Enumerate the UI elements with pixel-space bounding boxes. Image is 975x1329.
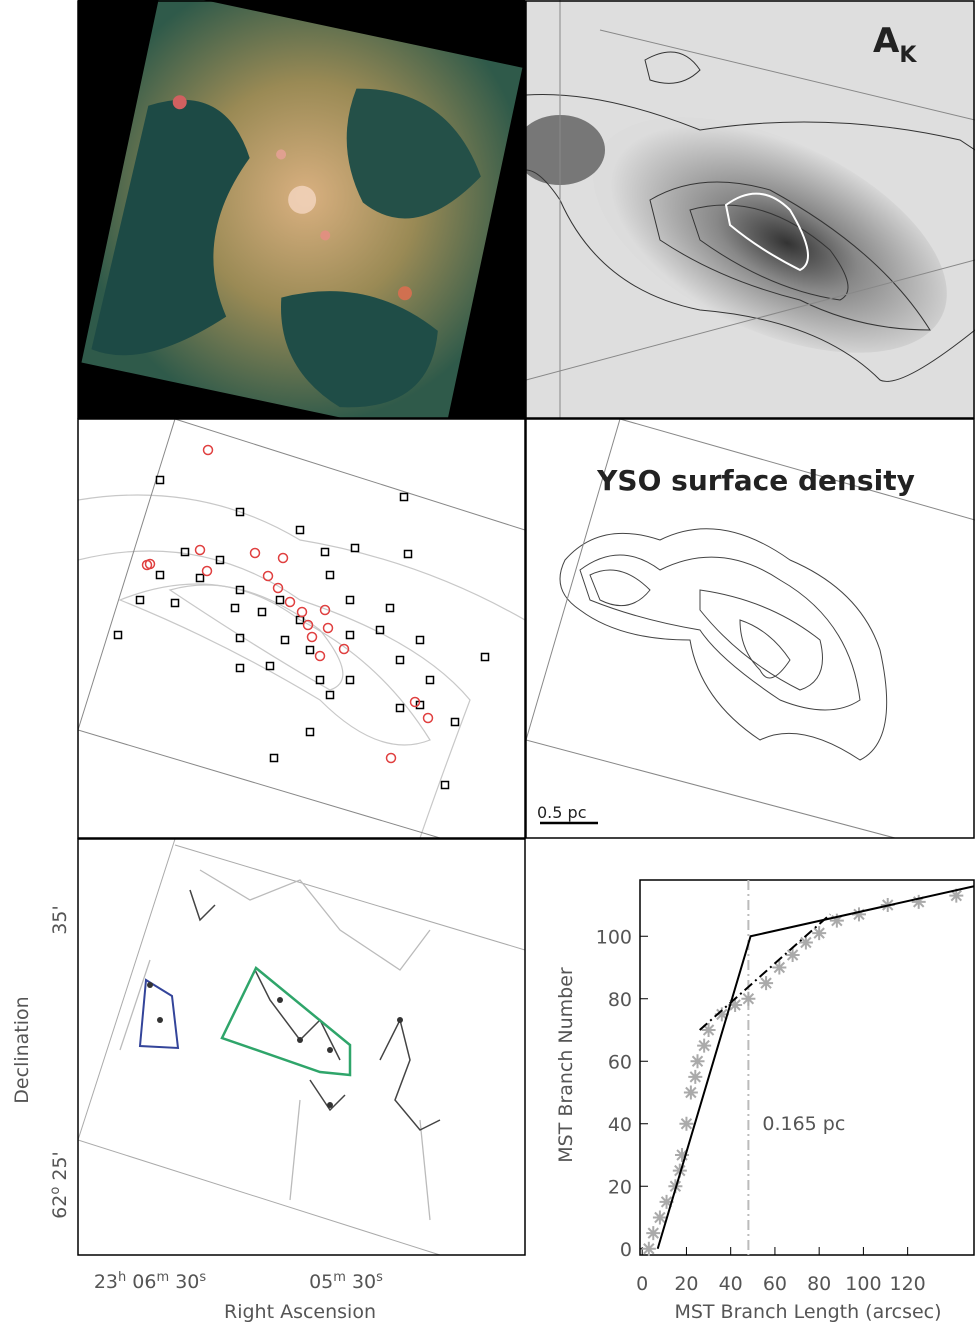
x-tick-label: 0	[636, 1273, 648, 1295]
star-point	[642, 1242, 656, 1256]
label-main: A	[873, 21, 900, 61]
star-point	[646, 1226, 660, 1240]
tick-base: 62	[49, 1195, 71, 1219]
tick-sup: o	[48, 1187, 63, 1195]
star-point	[786, 948, 800, 962]
label-sub: K	[899, 43, 917, 68]
star-point	[688, 1070, 702, 1084]
y-tick-label: 100	[596, 926, 632, 948]
x-tick-label: 100	[845, 1273, 881, 1295]
star-point	[691, 1054, 705, 1068]
tick-sup: m	[333, 1270, 346, 1285]
mst-chart: 0 20 40 60 80 100 120 0 20 40 60 80 100 MST Branch Le…	[555, 880, 974, 1323]
tick-base: 05	[309, 1271, 333, 1293]
tick-base: 35'	[49, 905, 71, 934]
star-point	[697, 1039, 711, 1053]
star-point	[799, 936, 813, 950]
tick-sup: h	[118, 1270, 126, 1285]
mst-map	[78, 839, 525, 1255]
x-axis-title: Right Ascension	[224, 1301, 376, 1323]
star-point	[852, 907, 866, 921]
star-point	[679, 1117, 693, 1131]
star-point	[684, 1086, 698, 1100]
tick-base: 06	[126, 1271, 156, 1293]
x-tick-label: 120	[890, 1273, 926, 1295]
x-axis-title: MST Branch Length (arcsec)	[674, 1301, 941, 1323]
tick-base: 23	[94, 1271, 118, 1293]
tick-base: 30	[346, 1271, 376, 1293]
y-tick-label: 60	[608, 1051, 632, 1073]
scale-bar-label: 0.5 pc	[537, 803, 586, 822]
y-tick-label: 40	[608, 1114, 632, 1136]
tick-base: 25'	[49, 1151, 71, 1186]
tick-label: 05m 30s	[309, 1270, 383, 1294]
tick-sup: m	[156, 1270, 169, 1285]
y-axis-title: MST Branch Number	[555, 967, 577, 1163]
y-tick-label: 0	[620, 1239, 632, 1261]
star-point	[759, 976, 773, 990]
y-tick-label: 80	[608, 989, 632, 1011]
tick-base: 30	[169, 1271, 199, 1293]
star-point	[741, 992, 755, 1006]
star-point	[812, 926, 826, 940]
yso-positions	[78, 419, 525, 838]
y-tick-label: 20	[608, 1176, 632, 1198]
tick-label: 62o 25'	[48, 1151, 72, 1219]
y-axis-title: Declination	[11, 996, 33, 1103]
x-tick-label: 80	[807, 1273, 831, 1295]
rgb-image	[81, 0, 522, 439]
tick-label: 35'	[49, 905, 71, 934]
annotation: 0.165 pc	[762, 1113, 845, 1135]
x-tick-label: 40	[719, 1273, 743, 1295]
tick-sup: s	[376, 1270, 383, 1285]
x-tick-label: 60	[763, 1273, 787, 1295]
tick-sup: s	[199, 1270, 206, 1285]
x-tick-label: 20	[674, 1273, 698, 1295]
star-point	[702, 1023, 716, 1037]
figure: AK YSO surface density 0.5 pc	[0, 0, 975, 1325]
panel-title: YSO surface density	[596, 464, 915, 497]
tick-label: 23h 06m 30s	[94, 1270, 207, 1294]
